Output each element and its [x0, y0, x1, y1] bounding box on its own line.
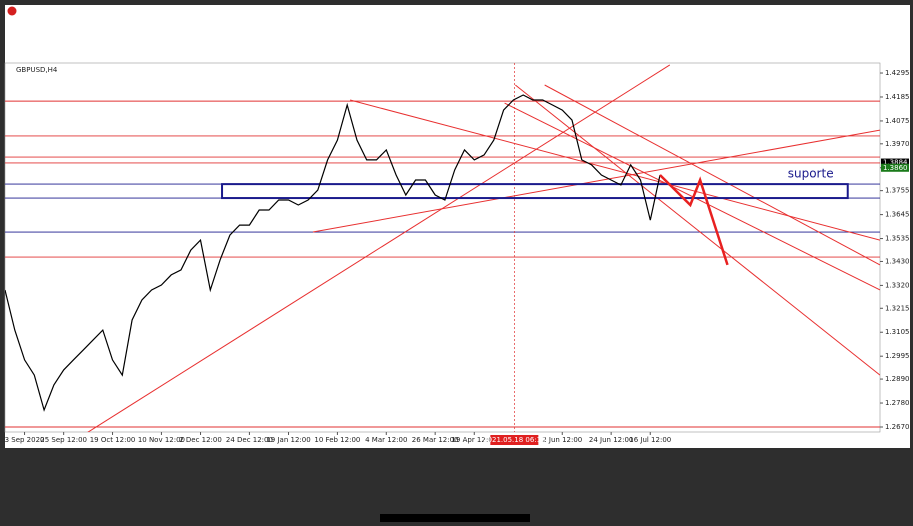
app-icon[interactable] — [7, 6, 17, 16]
x-tick-label: 25 Sep 12:00 — [40, 436, 87, 444]
x-tick-label: 3 Sep 2020 — [5, 436, 45, 444]
trend-line — [87, 64, 671, 432]
y-tick-label: 1.3645 — [885, 211, 910, 219]
y-tick-label: 1.3970 — [885, 140, 910, 148]
projection — [659, 174, 729, 266]
price-tag-label: 1.3884 — [883, 159, 908, 167]
x-tick-label: 19 Oct 12:00 — [90, 436, 136, 444]
x-tick-label: 4 Mar 12:00 — [365, 436, 407, 444]
price-tag — [881, 158, 909, 167]
plot-layer — [5, 63, 880, 432]
x-tick-label: 24 Dec 12:00 — [226, 436, 273, 444]
trend-line — [544, 84, 880, 266]
cursor-label: 2021.05.18 06:18 — [483, 436, 545, 444]
y-tick-label: 1.2890 — [885, 375, 910, 383]
support-zone — [221, 183, 849, 200]
price-tag — [881, 163, 909, 172]
y-tick-label: 1.3755 — [885, 187, 910, 195]
x-tick-label: 26 Mar 12:00 — [412, 436, 459, 444]
symbol-label: GBPUSD,H4 — [16, 66, 58, 74]
x-tick-label: 16 Jul 12:00 — [629, 436, 671, 444]
trend-line — [312, 129, 880, 233]
y-tick-label: 1.2780 — [885, 399, 910, 407]
trend-line — [349, 99, 880, 241]
y-tick-label: 1.4075 — [885, 117, 910, 125]
y-tick-label: 1.3535 — [885, 235, 910, 243]
y-tick-label: 1.2995 — [885, 352, 910, 360]
x-tick-label: 19 Apr 12:00 — [451, 436, 497, 444]
y-tick-label: 1.3320 — [885, 281, 910, 289]
y-tick-label: 1.2670 — [885, 423, 910, 431]
cursor-label-bg — [490, 435, 539, 445]
window-body — [5, 5, 910, 448]
x-tick-label: 10 Nov 12:00 — [138, 436, 185, 444]
price-line — [5, 94, 661, 412]
y-tick-label: 1.3430 — [885, 257, 910, 265]
price-tag-label: 1.3860 — [883, 164, 908, 172]
x-tick-label: 19 Jan 12:00 — [266, 436, 310, 444]
x-tick-label: 2 Jun 12:00 — [542, 436, 582, 444]
status-bar — [380, 514, 530, 522]
support-label: suporte — [788, 167, 834, 181]
y-tick-label: 1.4295 — [885, 69, 910, 77]
y-tick-label: 1.4185 — [885, 93, 910, 101]
x-tick-label: 24 Jun 12:00 — [589, 436, 633, 444]
x-tick-label: 10 Feb 12:00 — [314, 436, 360, 444]
trend-line — [515, 84, 880, 376]
x-tick-label: 2 Dec 12:00 — [179, 436, 222, 444]
plot-frame — [4, 62, 881, 433]
y-tick-label: 1.3105 — [885, 328, 910, 336]
y-tick-label: 1.3215 — [885, 304, 910, 312]
